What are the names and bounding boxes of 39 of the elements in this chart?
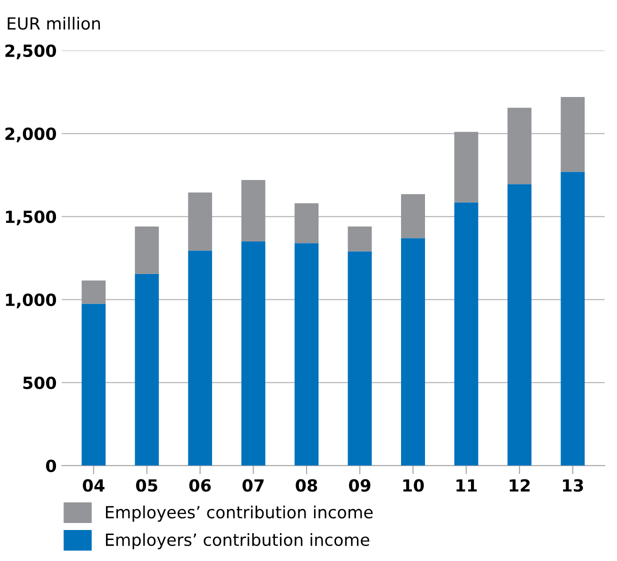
bar xyxy=(348,251,372,466)
y-axis-title: EUR million xyxy=(8,16,100,30)
x-tick-label: 04 xyxy=(82,479,104,492)
bar xyxy=(560,96,585,172)
bar xyxy=(454,202,478,466)
x-tick-label: 06 xyxy=(189,479,211,492)
x-tick-label: 09 xyxy=(348,479,370,492)
legend-label: Employees’ contribution income xyxy=(106,506,373,522)
x-tick-label: 07 xyxy=(242,479,264,492)
x-tick-label: 05 xyxy=(136,479,158,492)
bar xyxy=(454,132,478,202)
bar xyxy=(401,194,426,238)
bar xyxy=(82,280,106,304)
y-tick-label: 1,500 xyxy=(6,210,56,226)
bar xyxy=(401,238,426,466)
bar xyxy=(134,226,159,274)
bar xyxy=(82,304,106,466)
bar xyxy=(508,108,532,184)
bar xyxy=(241,241,266,466)
legend-label: Employers’ contribution income xyxy=(106,533,370,550)
y-tick-label: 2,000 xyxy=(5,127,56,142)
x-tick-label: 13 xyxy=(563,479,583,492)
bar xyxy=(294,243,319,466)
x-tick-label: 11 xyxy=(456,479,477,492)
bar xyxy=(188,192,212,251)
bar xyxy=(560,172,585,466)
x-tick-label: 08 xyxy=(296,479,318,492)
y-tick-label: 500 xyxy=(23,376,56,390)
y-tick-label: 0 xyxy=(46,460,56,472)
y-tick-label: 1,000 xyxy=(6,294,56,308)
bar xyxy=(134,274,159,466)
x-tick-label: 12 xyxy=(510,479,530,492)
bar xyxy=(348,226,372,252)
x-tick-label: 10 xyxy=(403,479,424,492)
bar xyxy=(294,203,319,244)
bar xyxy=(508,184,532,466)
y-tick-label: 2,500 xyxy=(5,44,56,60)
bar xyxy=(188,250,212,466)
bar xyxy=(241,180,266,242)
